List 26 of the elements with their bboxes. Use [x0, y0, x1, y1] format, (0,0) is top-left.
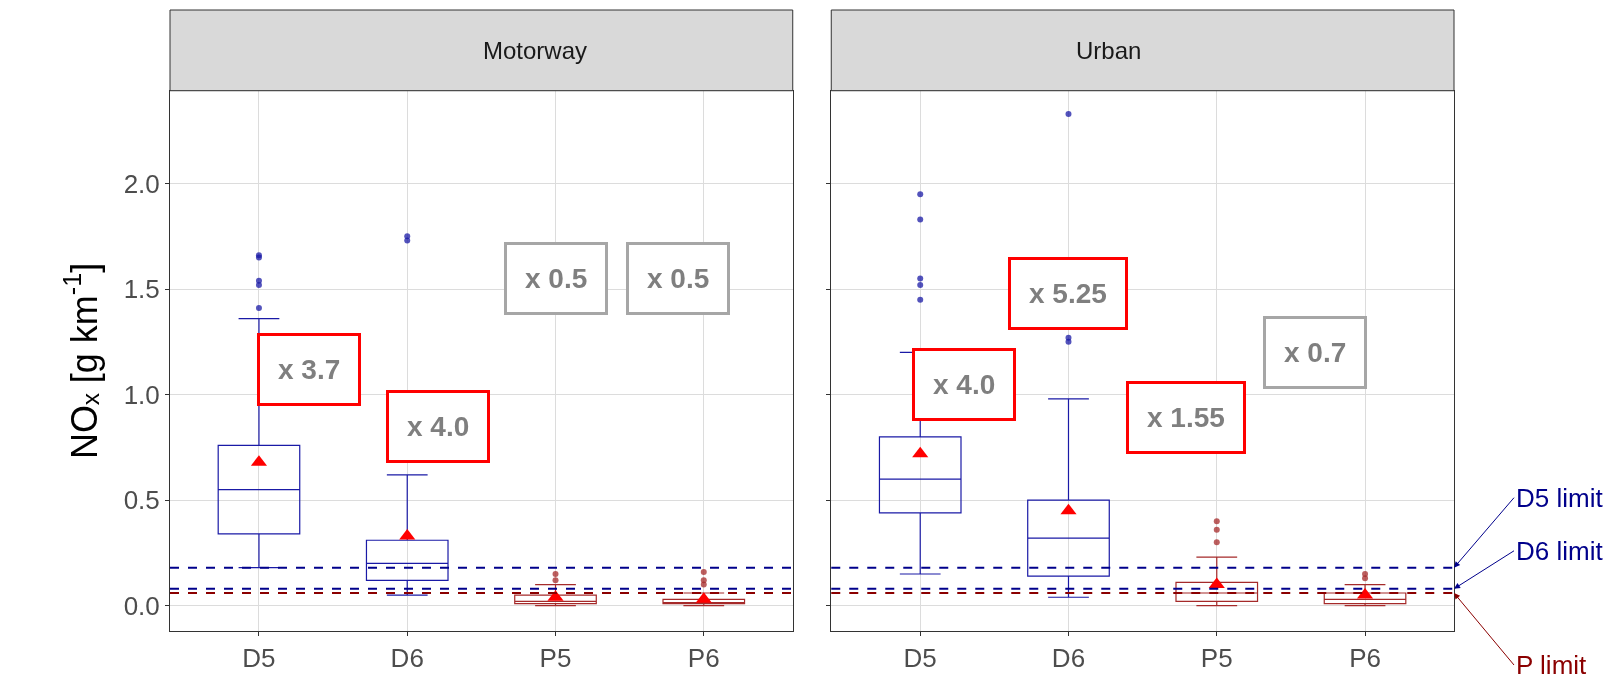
- chart-title: Urban: [1076, 37, 1142, 64]
- ref-line-label: D5 limit: [1516, 483, 1604, 513]
- x-tick-label: P5: [1200, 643, 1233, 674]
- x-tick-label: P6: [1349, 643, 1381, 674]
- y-tick-label: 0.0: [123, 590, 160, 621]
- annotation: x 3.7: [278, 354, 341, 385]
- ref-line-label: P limit: [1516, 650, 1588, 680]
- x-tick-label: P5: [539, 643, 572, 674]
- annotation: x 0.5: [647, 263, 710, 294]
- x-tick-label: D5: [242, 643, 276, 674]
- annotation: x 0.5: [525, 263, 588, 294]
- x-tick-label: D5: [903, 643, 937, 674]
- x-tick-label: P6: [687, 643, 720, 674]
- legend-label: D6 limit: [1516, 536, 1604, 566]
- annotation: x 4.0: [933, 369, 996, 400]
- annotation: x 0.7: [1284, 337, 1347, 368]
- annotation: x 4.0: [407, 411, 470, 442]
- y-tick-label: 1.0: [123, 379, 160, 410]
- x-tick-label: D6: [390, 643, 424, 674]
- y-tick-label: 0.5: [123, 485, 160, 516]
- y-tick-label: 1.5: [123, 274, 160, 305]
- x-tick-label: D6: [1051, 643, 1086, 674]
- annotation: x 1.55: [1147, 402, 1225, 433]
- y-tick-label: 2.0: [123, 168, 160, 199]
- annotation: x 5.25: [1029, 278, 1107, 309]
- chart-title: Motorway: [483, 37, 588, 64]
